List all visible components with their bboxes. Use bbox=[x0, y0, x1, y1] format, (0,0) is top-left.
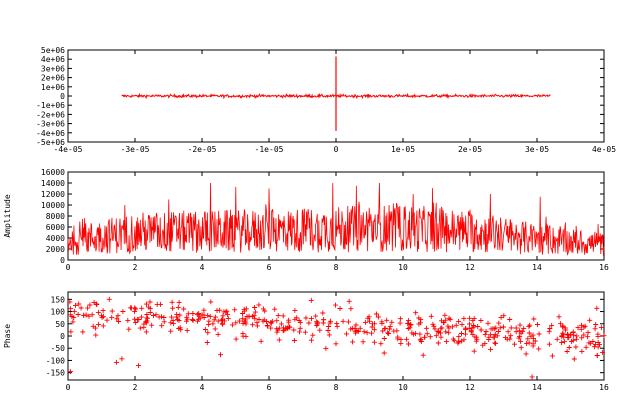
x-tick-label: -2e-05 bbox=[188, 145, 217, 154]
x-tick-label: 4 bbox=[200, 383, 205, 392]
x-tick-label: 4 bbox=[200, 263, 205, 272]
y-tick-label: 150 bbox=[51, 295, 66, 304]
x-tick-label: -3e-05 bbox=[121, 145, 150, 154]
y-tick-label: -100 bbox=[46, 356, 65, 365]
x-tick-label: 2 bbox=[133, 383, 138, 392]
y-tick-label: 2e+06 bbox=[41, 74, 65, 83]
x-tick-label: 1e-05 bbox=[391, 145, 415, 154]
y-tick-label: -2e+06 bbox=[36, 110, 65, 119]
x-tick-label: 0 bbox=[334, 145, 339, 154]
x-tick-label: -1e-05 bbox=[255, 145, 284, 154]
y-tick-label: -5e+06 bbox=[36, 138, 65, 147]
y-tick-label: 1e+06 bbox=[41, 83, 65, 92]
y-tick-label: -3e+06 bbox=[36, 120, 65, 129]
x-tick-label: 2e-05 bbox=[458, 145, 482, 154]
x-tick-label: 10 bbox=[398, 383, 408, 392]
y-tick-label: 14000 bbox=[41, 179, 65, 188]
y-tick-label: 100 bbox=[51, 308, 66, 317]
x-tick-label: 10 bbox=[398, 263, 408, 272]
x-tick-label: 12 bbox=[465, 263, 475, 272]
chart-time-domain: 5e+064e+063e+062e+061e+060-1e+06-2e+06-3… bbox=[36, 46, 616, 154]
y-tick-label: 8000 bbox=[46, 212, 65, 221]
x-tick-label: 16 bbox=[599, 263, 609, 272]
y-axis-title: Amplitude bbox=[3, 194, 12, 238]
scatter-points bbox=[67, 296, 607, 380]
y-tick-label: 4e+06 bbox=[41, 55, 65, 64]
y-tick-label: 0 bbox=[60, 256, 65, 265]
x-tick-label: 2 bbox=[133, 263, 138, 272]
y-tick-label: 6000 bbox=[46, 223, 65, 232]
y-tick-label: 0 bbox=[60, 332, 65, 341]
y-axis-title: Phase bbox=[3, 324, 12, 348]
y-tick-label: -50 bbox=[51, 344, 66, 353]
x-tick-label: 16 bbox=[599, 383, 609, 392]
x-tick-label: 0 bbox=[66, 383, 71, 392]
x-tick-label: 8 bbox=[334, 263, 339, 272]
y-tick-label: -4e+06 bbox=[36, 129, 65, 138]
y-tick-label: 2000 bbox=[46, 245, 65, 254]
y-tick-label: 5e+06 bbox=[41, 46, 65, 55]
y-tick-label: -150 bbox=[46, 369, 65, 378]
x-tick-label: 6 bbox=[267, 263, 272, 272]
x-tick-label: 6 bbox=[267, 383, 272, 392]
x-tick-label: -4e-05 bbox=[54, 145, 83, 154]
y-tick-label: 50 bbox=[55, 320, 65, 329]
y-tick-label: 10000 bbox=[41, 201, 65, 210]
x-tick-label: 14 bbox=[532, 263, 542, 272]
x-tick-label: 4e-05 bbox=[592, 145, 616, 154]
y-tick-label: 3e+06 bbox=[41, 64, 65, 73]
x-tick-label: 8 bbox=[334, 383, 339, 392]
y-tick-label: 4000 bbox=[46, 234, 65, 243]
y-tick-label: 16000 bbox=[41, 168, 65, 177]
y-tick-label: 0 bbox=[60, 92, 65, 101]
y-tick-label: 12000 bbox=[41, 190, 65, 199]
series-line bbox=[67, 182, 605, 256]
x-tick-label: 12 bbox=[465, 383, 475, 392]
x-tick-label: 0 bbox=[66, 263, 71, 272]
y-tick-label: -1e+06 bbox=[36, 101, 65, 110]
x-tick-label: 14 bbox=[532, 383, 542, 392]
x-tick-label: 3e-05 bbox=[525, 145, 549, 154]
